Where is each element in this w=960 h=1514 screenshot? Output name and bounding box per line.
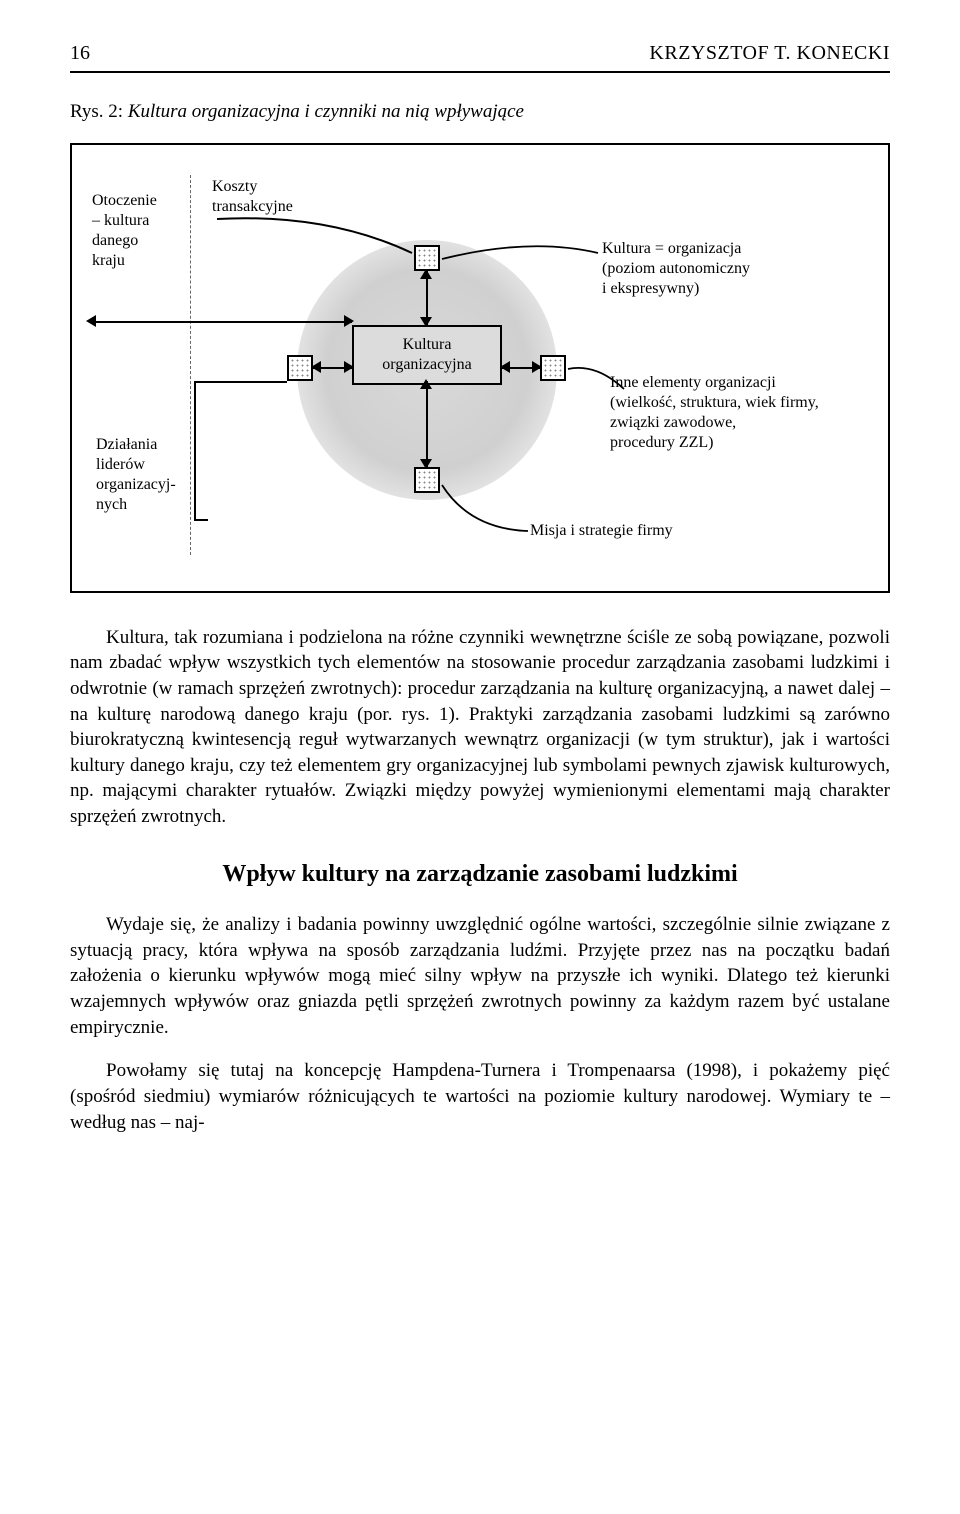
- section-heading: Wpływ kultury na zarządzanie zasobami lu…: [70, 858, 890, 890]
- arrow-bottom-up: [420, 379, 432, 389]
- label-misja: Misja i strategie firmy: [530, 521, 673, 541]
- line-dzialania-v: [194, 381, 196, 521]
- figure-title: Kultura organizacyjna i czynniki na nią …: [128, 101, 524, 122]
- arrow-far-left-r: [344, 315, 354, 327]
- page-number: 16: [70, 40, 90, 67]
- paragraph-2: Wydaje się, że analizy i badania powinny…: [70, 912, 890, 1040]
- figure-diagram: Otoczenie – kultura danego kraju Działan…: [70, 143, 890, 593]
- connector-right: [540, 355, 566, 381]
- arrow-far-left-l: [86, 315, 96, 327]
- curve-kultura-eq: [440, 241, 600, 281]
- arrow-top-up: [420, 269, 432, 279]
- label-inne: Inne elementy organizacji (wielkość, str…: [610, 373, 819, 453]
- arrow-left-l: [311, 361, 321, 373]
- line-far-left: [94, 321, 352, 323]
- label-kultura-eq: Kultura = organizacja (poziom autonomicz…: [602, 239, 750, 299]
- curve-misja: [440, 479, 530, 539]
- label-otoczenie: Otoczenie – kultura danego kraju: [92, 191, 157, 271]
- box-kultura-org: Kultura organizacyjna: [352, 325, 502, 385]
- arrow-right-r: [532, 361, 542, 373]
- box-kultura-org-text: Kultura organizacyjna: [382, 336, 471, 373]
- line-dzialania-h: [194, 381, 287, 383]
- arrow-bottom-down: [420, 459, 432, 469]
- line-dzialania-cap: [194, 519, 208, 521]
- page-header: 16 KRZYSZTOF T. KONECKI: [70, 40, 890, 73]
- connector-bottom: [414, 467, 440, 493]
- dashed-separator: [190, 175, 191, 555]
- figure-prefix: Rys. 2:: [70, 101, 128, 122]
- line-bottom: [426, 381, 428, 467]
- koszty-curve: [212, 207, 442, 267]
- arrow-top-down: [420, 317, 432, 327]
- arrow-right-l: [500, 361, 510, 373]
- paragraph-1: Kultura, tak rozumiana i podzielona na r…: [70, 625, 890, 830]
- paragraph-3: Powołamy się tutaj na koncepcję Hampdena…: [70, 1058, 890, 1135]
- connector-left: [287, 355, 313, 381]
- author-name: KRZYSZTOF T. KONECKI: [649, 40, 890, 67]
- figure-caption: Rys. 2: Kultura organizacyjna i czynniki…: [70, 99, 890, 125]
- label-dzialania: Działania liderów organizacyj- nych: [96, 435, 176, 515]
- arrow-left-r: [344, 361, 354, 373]
